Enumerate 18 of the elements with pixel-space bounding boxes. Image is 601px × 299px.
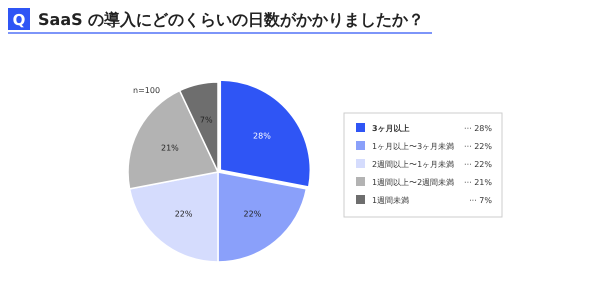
legend-label: 1ヶ月以上〜3ヶ月未満: [372, 142, 454, 151]
data-label: 21%: [160, 143, 180, 152]
legend-label: 1週間未満: [372, 196, 410, 205]
text: ··· 21%: [464, 178, 492, 187]
legend-label: 3ヶ月以上: [372, 124, 410, 133]
legend-label: 1週間以上〜2週間未満: [372, 178, 454, 187]
chart-title: SaaS の導入にどのくらいの日数がかかりましたか？: [38, 10, 424, 29]
text: Q: [12, 11, 26, 29]
text: ··· 22%: [464, 142, 492, 151]
data-label: 7%: [200, 115, 213, 124]
legend-label: 2週間以上〜1ヶ月未満: [372, 160, 454, 169]
data-label: 22%: [244, 210, 262, 219]
text: ··· 28%: [464, 124, 492, 133]
text: ··· 7%: [469, 196, 492, 205]
text: ··· 22%: [464, 160, 492, 169]
data-label: 28%: [253, 132, 272, 141]
text: n=100: [133, 86, 160, 95]
data-label: 22%: [174, 210, 193, 219]
